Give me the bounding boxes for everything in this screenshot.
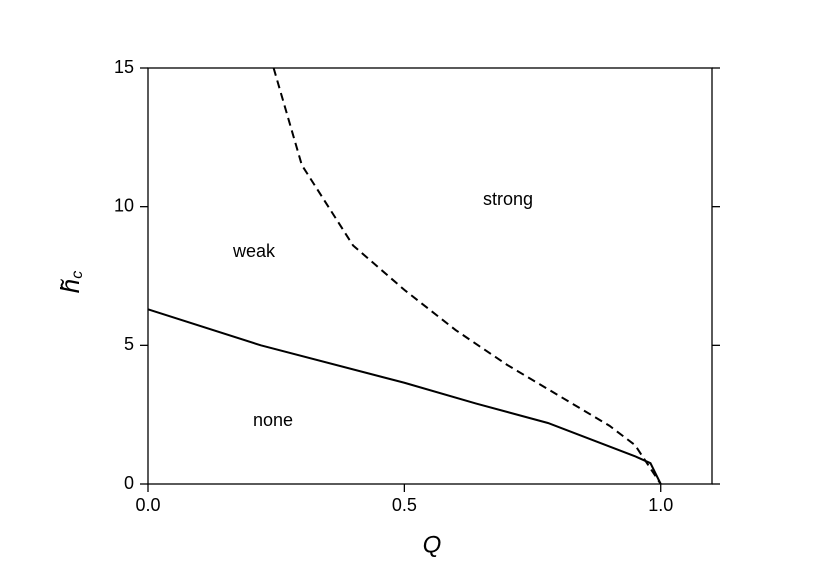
line-series xyxy=(147,308,662,485)
region-label: weak xyxy=(232,241,276,261)
plot-frame xyxy=(147,67,713,485)
y-tick-label: 10 xyxy=(114,195,134,215)
line-series xyxy=(272,67,662,485)
x-axis-label: Q xyxy=(423,531,442,558)
y-tick-label: 5 xyxy=(124,334,134,354)
y-axis-label-sub: c xyxy=(69,271,86,279)
x-tick-label: 0.5 xyxy=(392,495,417,515)
x-tick-label: 0.0 xyxy=(135,495,160,515)
y-axis-label-group: h̃c xyxy=(55,271,86,293)
y-tick-label: 15 xyxy=(114,57,134,77)
y-axis-label: h̃c xyxy=(55,271,86,293)
region-label: none xyxy=(253,410,293,430)
y-axis-label-main: h̃ xyxy=(55,278,85,293)
x-tick-label: 1.0 xyxy=(648,495,673,515)
region-label: strong xyxy=(483,189,533,209)
y-tick-label: 0 xyxy=(124,473,134,493)
